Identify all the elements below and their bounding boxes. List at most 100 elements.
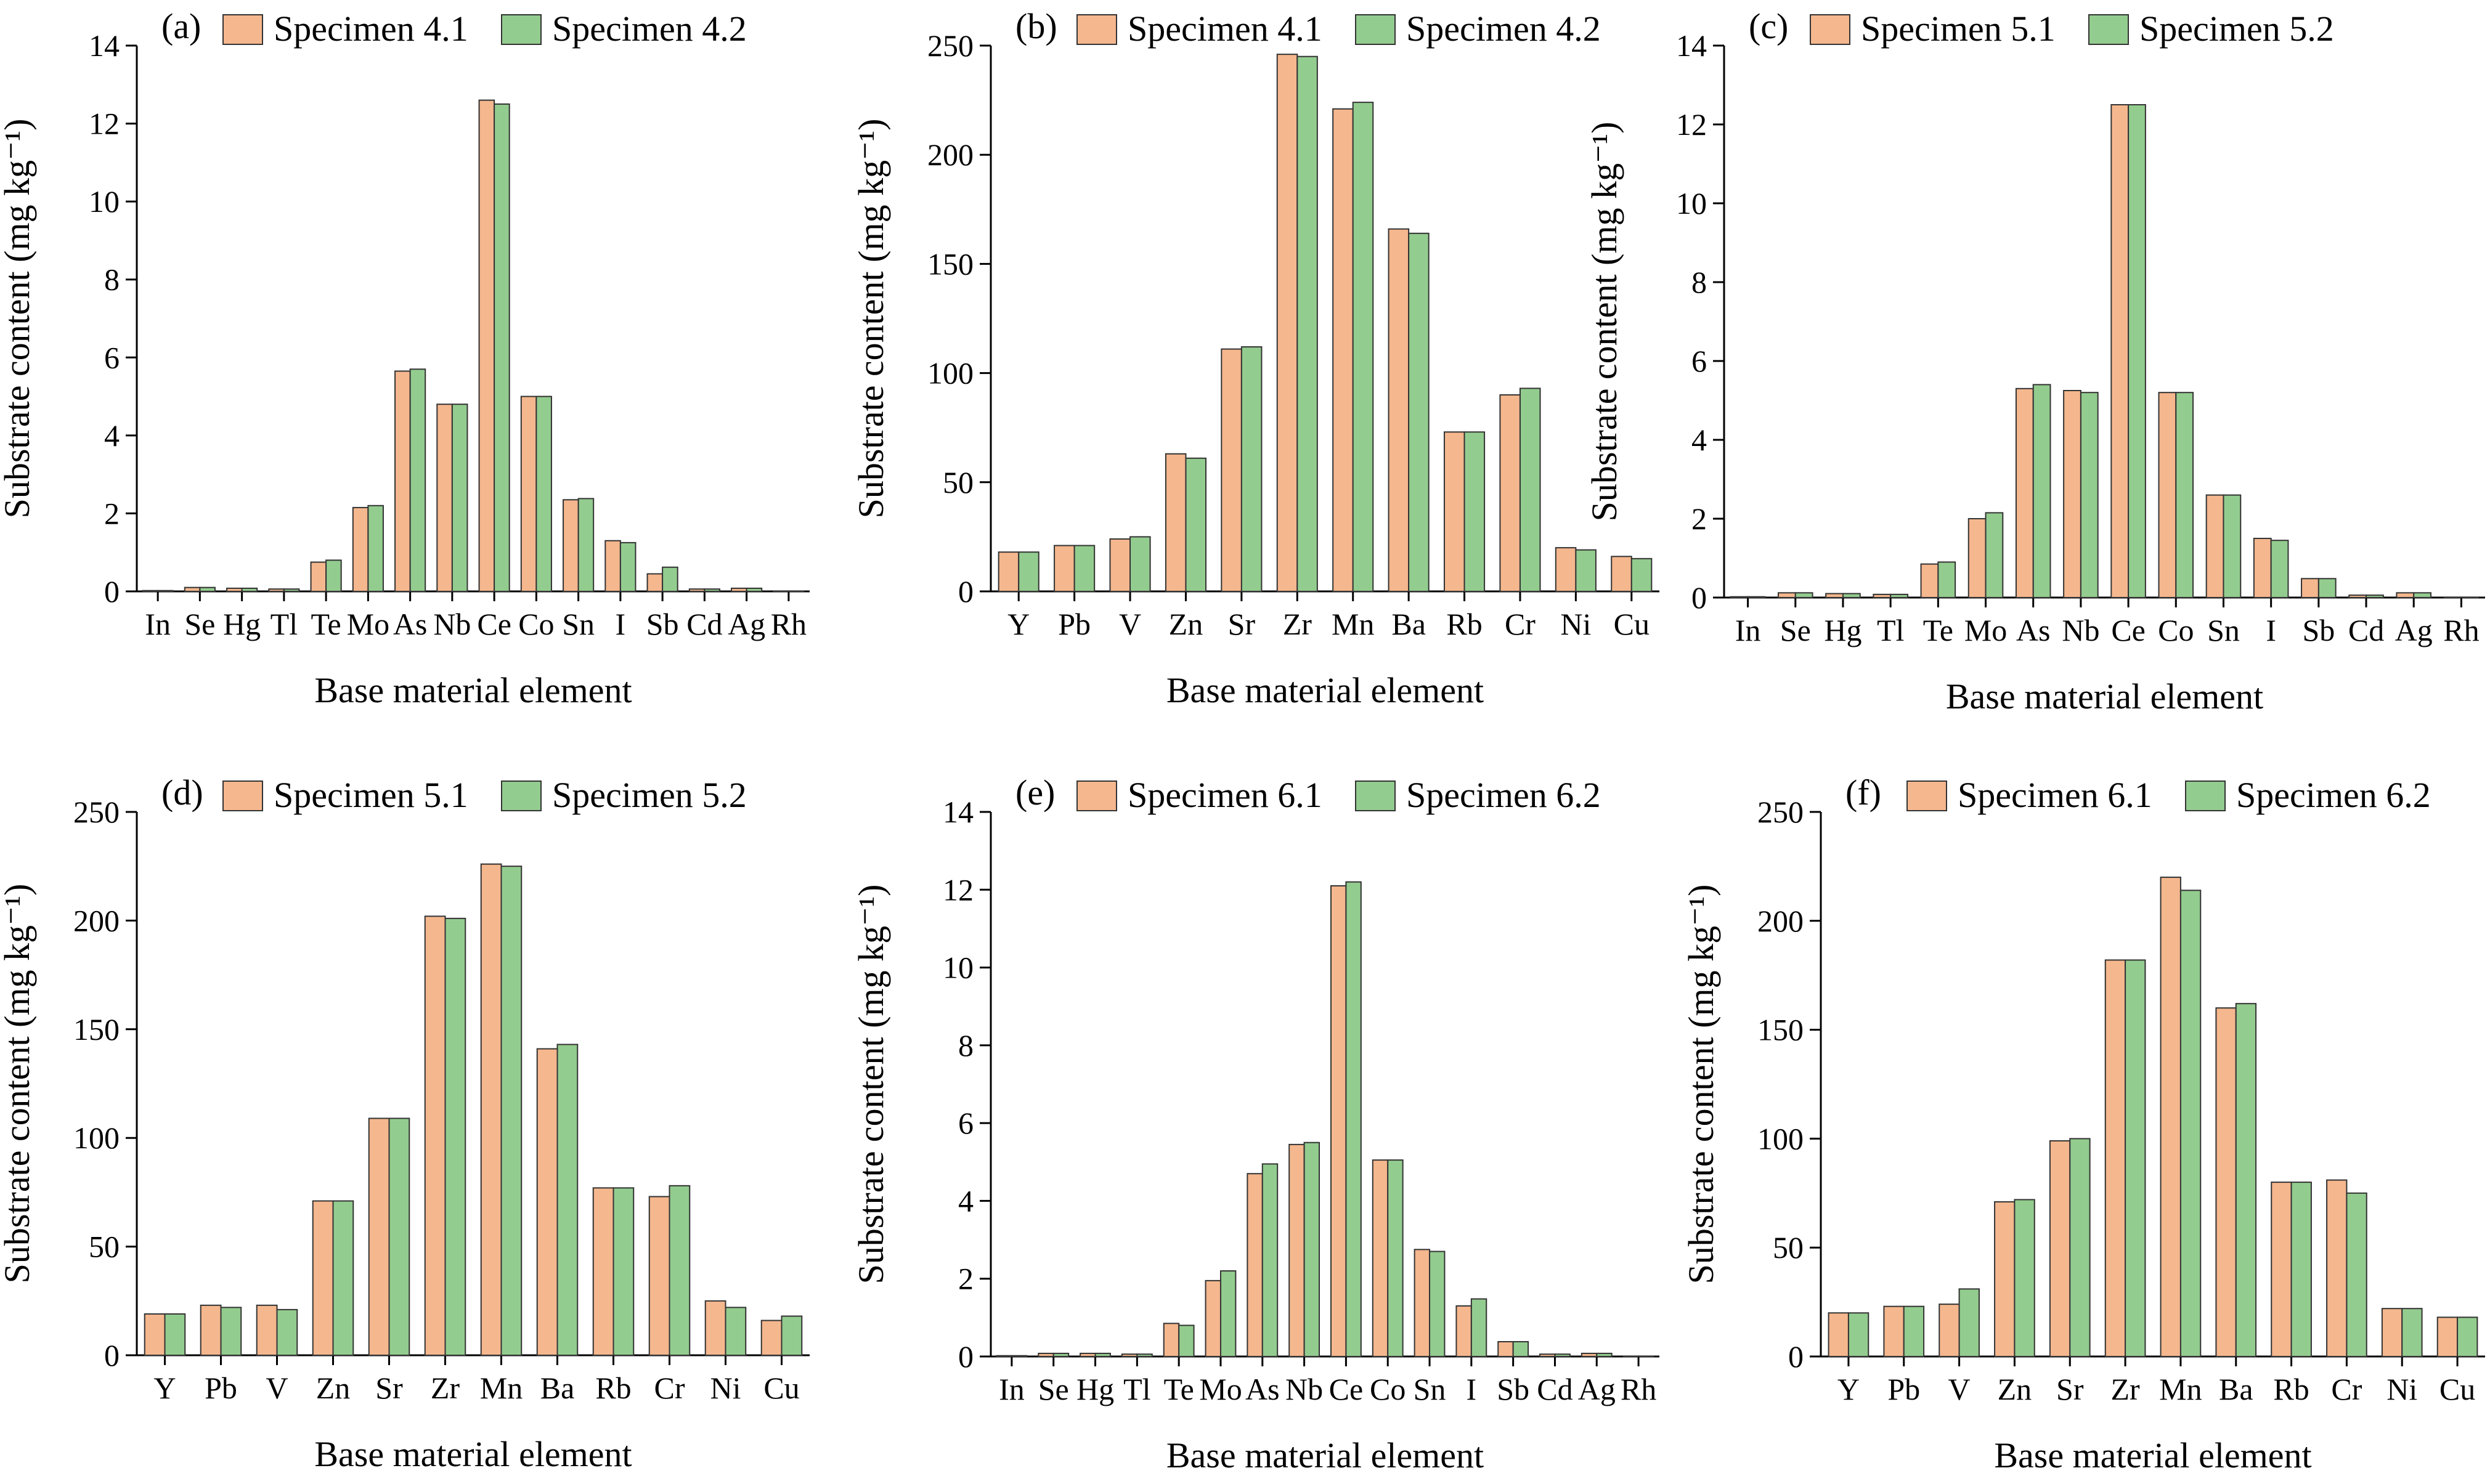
- legend-swatch: [1076, 781, 1117, 811]
- bar: [1303, 1141, 1320, 1357]
- bar: [1247, 1173, 1263, 1357]
- y-tick-label: 200: [927, 137, 974, 172]
- y-tick-label: 250: [927, 28, 974, 63]
- panel-label: (b): [1015, 6, 1057, 46]
- bar: [1825, 593, 1844, 598]
- bar: [2253, 538, 2272, 598]
- bar: [1205, 1279, 1221, 1357]
- bar: [2175, 392, 2194, 598]
- legend-swatch: [1076, 14, 1117, 45]
- bar: [2436, 1316, 2459, 1358]
- bar: [2160, 877, 2181, 1357]
- x-tick-label: Ag: [2395, 613, 2433, 647]
- bar: [648, 1196, 670, 1356]
- bar: [276, 1308, 298, 1356]
- x-tick-label: Rh: [2443, 613, 2479, 647]
- bar: [1038, 1352, 1054, 1357]
- bar: [1581, 1352, 1598, 1357]
- bar: [1054, 545, 1075, 592]
- x-tick-label: Sn: [2207, 613, 2240, 647]
- x-tick-label: Hg: [1076, 1372, 1114, 1406]
- legend-label: Specimen 5.1: [1861, 9, 2056, 49]
- bar: [1512, 1341, 1529, 1357]
- bar: [1575, 549, 1597, 592]
- y-tick-label: 0: [958, 574, 974, 609]
- x-tick-label: Ce: [1329, 1372, 1364, 1406]
- y-tick-label: 150: [927, 246, 974, 281]
- y-tick-label: 14: [89, 28, 120, 63]
- panel-label: (d): [161, 772, 203, 813]
- bar: [220, 1307, 242, 1356]
- x-tick-label: I: [2266, 613, 2276, 647]
- legend-label: Specimen 5.2: [2139, 9, 2334, 49]
- x-tick-label: Co: [1370, 1372, 1406, 1406]
- bar: [1630, 558, 1653, 593]
- panel-label: (f): [1845, 772, 1881, 813]
- legend-label: Specimen 6.1: [1128, 775, 1322, 815]
- legend-swatch: [222, 14, 263, 45]
- x-axis-title: Base material element: [1994, 1435, 2311, 1475]
- x-tick-label: Hg: [223, 607, 261, 641]
- x-axis-title: Base material element: [314, 670, 632, 710]
- bar: [1555, 547, 1577, 592]
- x-tick-label: As: [1245, 1372, 1280, 1406]
- x-tick-label: I: [1467, 1372, 1477, 1406]
- bar: [1611, 556, 1632, 593]
- x-tick-label: Ba: [2219, 1372, 2253, 1406]
- x-tick-label: Mo: [1199, 1372, 1242, 1406]
- x-tick-label: Hg: [1824, 613, 1861, 647]
- x-tick-label: Tl: [271, 607, 298, 641]
- x-tick-label: Te: [1164, 1372, 1194, 1406]
- y-tick-label: 10: [943, 951, 974, 985]
- bar: [388, 1117, 410, 1356]
- y-tick-label: 2: [1691, 501, 1707, 536]
- x-tick-label: Ba: [540, 1371, 575, 1405]
- bar: [725, 1307, 747, 1356]
- bar: [1994, 1201, 2016, 1357]
- bar: [164, 1313, 186, 1356]
- bar: [1794, 592, 1813, 599]
- bar: [1387, 1159, 1404, 1357]
- legend-swatch: [1355, 14, 1396, 45]
- x-tick-label: In: [999, 1372, 1025, 1406]
- y-axis-title: Substrate content (mg kg⁻¹): [851, 119, 891, 519]
- x-tick-label: Cd: [2348, 613, 2384, 647]
- bar: [2290, 1182, 2312, 1357]
- bar: [646, 573, 664, 592]
- legend-swatch: [2185, 781, 2226, 811]
- y-tick-label: 12: [89, 107, 120, 141]
- panel-label: (e): [1015, 772, 1055, 813]
- bar: [2125, 959, 2146, 1357]
- y-tick-label: 14: [1676, 28, 1707, 63]
- bar: [2270, 540, 2289, 599]
- legend-swatch: [501, 781, 542, 811]
- bar: [480, 863, 502, 1356]
- y-tick-label: 4: [104, 418, 120, 453]
- bar: [1185, 457, 1207, 592]
- y-tick-label: 100: [73, 1121, 120, 1155]
- bar: [1519, 387, 1541, 593]
- bar: [1847, 1312, 1870, 1358]
- x-tick-label: Sb: [2302, 613, 2335, 647]
- x-tick-label: Tl: [1877, 613, 1904, 647]
- bar: [394, 370, 411, 593]
- bar: [1883, 1305, 1905, 1358]
- x-axis-title: Base material element: [1946, 676, 2263, 716]
- bar: [2235, 1003, 2257, 1357]
- x-tick-label: Zr: [1283, 607, 1312, 641]
- y-tick-label: 0: [958, 1339, 974, 1374]
- y-tick-label: 200: [1757, 904, 1804, 938]
- x-tick-label: Sn: [562, 607, 595, 641]
- legend-label: Specimen 6.2: [2236, 775, 2431, 815]
- bar: [2049, 1140, 2071, 1358]
- bar: [1958, 1288, 1980, 1358]
- bar: [1828, 1312, 1849, 1358]
- bar: [2158, 392, 2177, 598]
- bar: [2401, 1308, 2423, 1358]
- bar: [1330, 885, 1347, 1357]
- bar: [2215, 1007, 2237, 1357]
- chart-panel-a: 0 2 4 6 8 10 12 14 In Se Hg Tl Te Mo As Nb Ce Co Sn I Sb Cd Ag…: [0, 6, 810, 710]
- bar: [2104, 959, 2126, 1357]
- bar: [144, 1313, 166, 1356]
- y-tick-label: 8: [1691, 265, 1707, 299]
